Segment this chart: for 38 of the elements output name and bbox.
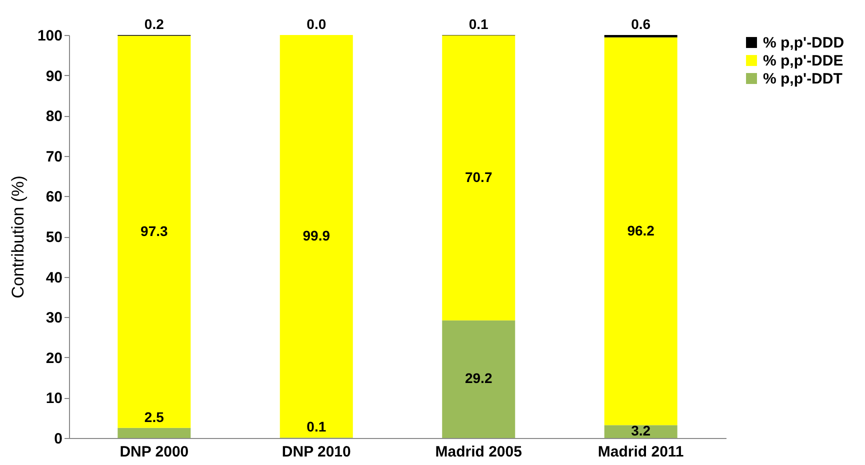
data-label: 29.2 bbox=[464, 370, 492, 386]
data-label: 96.2 bbox=[627, 222, 655, 238]
y-tick-label: 80 bbox=[46, 108, 62, 126]
bar bbox=[442, 320, 516, 438]
data-label: 2.5 bbox=[144, 408, 164, 425]
x-tick-label: Madrid 2005 bbox=[435, 444, 522, 460]
legend-label: % p,p'-DDE bbox=[763, 52, 844, 70]
legend-label: % p,p'-DDD bbox=[763, 34, 844, 52]
bar bbox=[280, 35, 353, 438]
data-label: 0.0 bbox=[306, 16, 326, 32]
y-tick-label: 30 bbox=[46, 310, 62, 327]
x-tick-label: Madrid 2011 bbox=[598, 444, 684, 460]
data-label: 70.7 bbox=[464, 168, 492, 185]
bar bbox=[118, 36, 191, 428]
y-tick-label: 0 bbox=[54, 430, 62, 448]
data-label: 0.6 bbox=[631, 16, 651, 32]
y-tick-label: 90 bbox=[46, 68, 62, 85]
y-tick-label: 70 bbox=[46, 148, 62, 166]
y-tick-label: 100 bbox=[37, 28, 62, 44]
bar bbox=[604, 37, 678, 426]
y-tick-label: 40 bbox=[46, 269, 62, 286]
y-tick-label: 20 bbox=[46, 350, 62, 367]
data-label: 0.1 bbox=[468, 16, 489, 32]
data-label: 99.9 bbox=[302, 227, 330, 244]
y-tick-label: 50 bbox=[46, 229, 62, 246]
y-axis-title: Contribution (%) bbox=[8, 176, 28, 298]
bar bbox=[442, 35, 516, 320]
data-label: 3.2 bbox=[631, 422, 651, 439]
x-tick-label: DNP 2010 bbox=[282, 444, 351, 460]
x-tick-label: DNP 2000 bbox=[120, 444, 189, 460]
legend-label: % p,p'-DDT bbox=[763, 70, 842, 88]
y-tick-label: 10 bbox=[46, 390, 62, 408]
bar bbox=[118, 428, 191, 438]
bar bbox=[604, 425, 678, 438]
data-label: 97.3 bbox=[140, 222, 168, 239]
data-label: 0.1 bbox=[306, 418, 326, 435]
y-tick-label: 60 bbox=[46, 188, 62, 206]
data-label: 0.2 bbox=[144, 16, 164, 32]
